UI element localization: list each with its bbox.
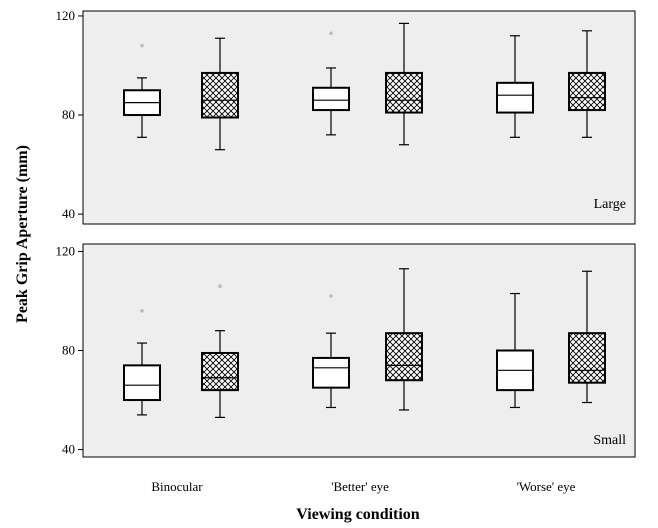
y-tick-label-small-80: 80 xyxy=(62,343,75,358)
box-small-binocular-crosshatch-iqr xyxy=(201,351,239,392)
box-small-binocular-plain-outlier-0 xyxy=(140,309,144,313)
box-small-better-eye-plain-iqr xyxy=(312,356,350,389)
box-large-binocular-plain-outlier-0 xyxy=(140,43,144,48)
box-large-better-eye-plain-outlier-0 xyxy=(329,31,333,36)
y-tick-label-large-80: 80 xyxy=(62,107,75,122)
panel-label-small: Small xyxy=(593,433,626,448)
category-label-better-eye: 'Better' eye xyxy=(331,479,389,494)
box-large-better-eye-plain-iqr xyxy=(312,86,350,112)
y-axis-label: Peak Grip Aperture (mm) xyxy=(14,145,31,323)
box-small-better-eye-plain-outlier-0 xyxy=(329,294,333,298)
box-large-binocular-crosshatch-iqr xyxy=(201,71,239,119)
y-tick-label-small-120: 120 xyxy=(56,243,76,258)
category-label-worse-eye: 'Worse' eye xyxy=(517,479,576,494)
box-small-better-eye-crosshatch-iqr xyxy=(385,332,423,382)
box-small-worse-eye-crosshatch-iqr xyxy=(568,332,606,384)
y-tick-label-small-40: 40 xyxy=(62,442,75,457)
panel-label-large: Large xyxy=(594,197,626,212)
panel-large-background xyxy=(82,10,636,225)
panel-small-background xyxy=(82,243,636,458)
box-large-better-eye-crosshatch-iqr xyxy=(385,71,423,114)
category-label-binocular: Binocular xyxy=(151,479,203,494)
box-small-binocular-crosshatch-outlier-0 xyxy=(218,284,222,288)
box-small-binocular-plain-iqr xyxy=(123,364,161,402)
y-tick-label-large-120: 120 xyxy=(56,8,76,23)
x-axis-label: Viewing condition xyxy=(296,506,420,523)
box-large-worse-eye-crosshatch-iqr xyxy=(568,71,606,112)
box-large-worse-eye-plain-iqr xyxy=(496,81,534,114)
y-tick-label-large-40: 40 xyxy=(62,206,75,221)
